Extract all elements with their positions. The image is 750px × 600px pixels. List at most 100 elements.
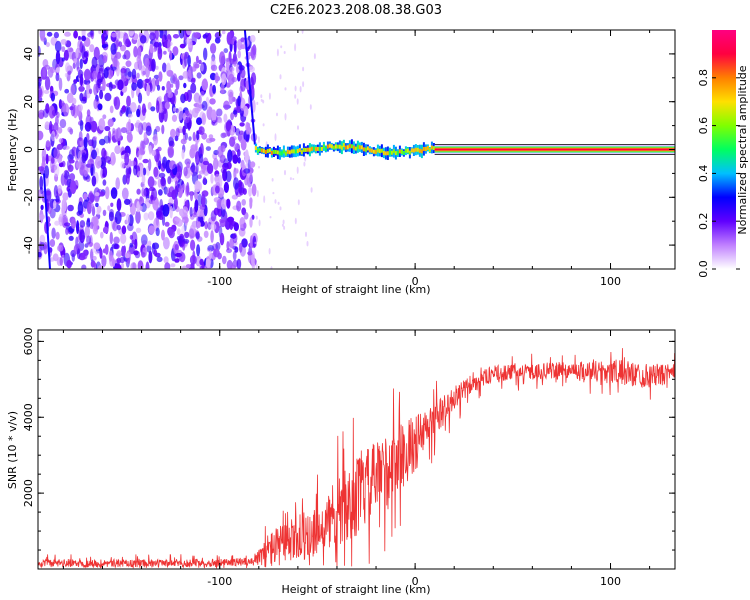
noise-cell — [112, 258, 116, 267]
snr-ytick-label: 4000 — [22, 403, 35, 431]
noise-cell — [276, 48, 279, 57]
noise-cell — [240, 78, 246, 92]
signal-cell — [334, 144, 337, 149]
noise-cell — [249, 34, 256, 43]
noise-cell — [195, 162, 199, 175]
signal-cell — [422, 146, 425, 151]
noise-cell — [294, 85, 297, 92]
noise-cell — [193, 32, 201, 39]
noise-cell — [110, 66, 117, 71]
noise-cell — [175, 252, 182, 258]
signal-cell — [366, 146, 369, 151]
noise-cell — [170, 83, 174, 88]
spectrogram-xtick-label: 100 — [600, 275, 621, 288]
signal-cell — [312, 146, 315, 151]
noise-cell — [193, 92, 201, 103]
signal-cell — [386, 151, 389, 156]
noise-cell — [44, 165, 50, 179]
noise-cell — [284, 87, 287, 91]
noise-cell — [49, 66, 56, 74]
noise-cell — [70, 180, 77, 195]
noise-cell — [139, 196, 143, 202]
noise-cell — [170, 128, 176, 138]
noise-cell — [70, 84, 76, 95]
noise-cell — [133, 250, 139, 256]
noise-cell — [142, 79, 147, 89]
noise-cell — [155, 227, 160, 237]
noise-cell — [76, 161, 82, 169]
chirp-trace — [243, 30, 256, 145]
noise-cell — [162, 156, 168, 169]
noise-cell — [244, 149, 249, 164]
spectrogram-xtick-label: -100 — [207, 275, 232, 288]
noise-cell — [127, 113, 133, 118]
noise-cell — [214, 32, 222, 39]
noise-cell — [113, 96, 121, 110]
noise-cell — [153, 74, 160, 79]
signal-cell — [390, 150, 393, 155]
noise-cell — [94, 195, 100, 203]
noise-cell — [102, 166, 108, 178]
noise-cell — [214, 72, 219, 84]
noise-cell — [154, 30, 159, 40]
colorbar-label: Normalized spectral amplitude — [736, 65, 749, 234]
noise-cell — [262, 99, 265, 104]
noise-cell — [209, 98, 216, 105]
noise-cell — [143, 187, 150, 197]
noise-cell — [167, 92, 173, 99]
noise-cell — [302, 81, 305, 88]
signal-cell — [416, 147, 419, 152]
noise-cell — [182, 125, 186, 136]
noise-cell — [212, 84, 217, 94]
noise-cell — [137, 260, 144, 269]
spectrogram-xlabel: Height of straight line (km) — [281, 283, 430, 296]
noise-cell — [121, 105, 127, 113]
noise-cell — [114, 263, 122, 269]
noise-cell — [189, 206, 193, 217]
noise-cell — [184, 231, 190, 239]
noise-cell — [207, 245, 215, 252]
noise-cell — [161, 229, 165, 241]
noise-cell — [284, 113, 287, 121]
noise-cell — [230, 112, 235, 121]
noise-cell — [46, 31, 53, 37]
noise-cell — [128, 30, 135, 37]
noise-cell — [302, 66, 305, 72]
noise-cell — [45, 153, 49, 165]
snr-frame — [37, 329, 676, 570]
noise-cell — [111, 243, 119, 250]
noise-cell — [79, 119, 84, 132]
noise-cell — [177, 107, 184, 121]
noise-cell — [83, 193, 88, 200]
noise-cell — [247, 159, 252, 170]
noise-cell — [269, 216, 272, 219]
noise-cell — [42, 108, 49, 118]
signal-cell — [332, 145, 335, 150]
noise-cell — [125, 213, 131, 225]
noise-cell — [136, 55, 142, 65]
noise-cell — [299, 86, 302, 93]
noise-cell — [101, 44, 107, 49]
noise-cell — [251, 254, 255, 267]
noise-cell — [183, 53, 188, 67]
noise-cell — [151, 58, 156, 72]
noise-cell — [121, 68, 125, 82]
noise-cell — [211, 109, 217, 122]
noise-cell — [92, 255, 97, 261]
noise-cell — [194, 180, 201, 193]
signal-cell — [302, 147, 305, 152]
noise-cell — [209, 137, 216, 142]
noise-cell — [194, 63, 200, 69]
noise-cell — [65, 62, 71, 73]
noise-cell — [95, 155, 102, 169]
noise-cell — [49, 239, 56, 247]
signal-cell — [292, 149, 295, 154]
noise-cell — [97, 82, 101, 89]
signal-cell — [420, 149, 423, 154]
noise-cell — [210, 230, 214, 243]
noise-cell — [233, 177, 239, 190]
signal-cell — [418, 148, 421, 153]
signal-cell — [316, 146, 319, 151]
noise-cell — [98, 67, 104, 74]
